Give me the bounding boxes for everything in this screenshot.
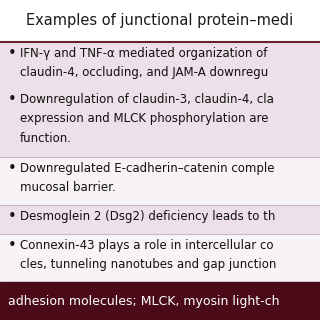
Bar — [0, 234, 320, 282]
Text: •: • — [8, 238, 17, 253]
Bar — [0, 0, 320, 42]
Text: Downregulated E-cadherin–catenin comple: Downregulated E-cadherin–catenin comple — [20, 162, 275, 175]
Text: Examples of junctional protein–medi: Examples of junctional protein–medi — [26, 13, 294, 28]
Text: •: • — [8, 92, 17, 107]
Text: IFN-γ and TNF-α mediated organization of: IFN-γ and TNF-α mediated organization of — [20, 47, 268, 60]
Text: function.: function. — [20, 132, 72, 145]
Text: claudin-4, occluding, and JAM-A downregu: claudin-4, occluding, and JAM-A downregu — [20, 66, 268, 79]
Bar — [0, 282, 320, 320]
Text: expression and MLCK phosphorylation are: expression and MLCK phosphorylation are — [20, 112, 268, 125]
Text: mucosal barrier.: mucosal barrier. — [20, 181, 116, 195]
Text: •: • — [8, 46, 17, 61]
Text: cles, tunneling nanotubes and gap junction: cles, tunneling nanotubes and gap juncti… — [20, 258, 276, 271]
Text: •: • — [8, 209, 17, 224]
Text: adhesion molecules; MLCK, myosin light-ch: adhesion molecules; MLCK, myosin light-c… — [8, 294, 279, 308]
Text: Desmoglein 2 (Dsg2) deficiency leads to th: Desmoglein 2 (Dsg2) deficiency leads to … — [20, 210, 276, 223]
Bar — [0, 42, 320, 157]
Bar — [0, 205, 320, 234]
Text: Downregulation of claudin-3, claudin-4, cla: Downregulation of claudin-3, claudin-4, … — [20, 93, 274, 106]
Bar — [0, 157, 320, 205]
Text: Connexin-43 plays a role in intercellular co: Connexin-43 plays a role in intercellula… — [20, 239, 274, 252]
Text: •: • — [8, 161, 17, 176]
